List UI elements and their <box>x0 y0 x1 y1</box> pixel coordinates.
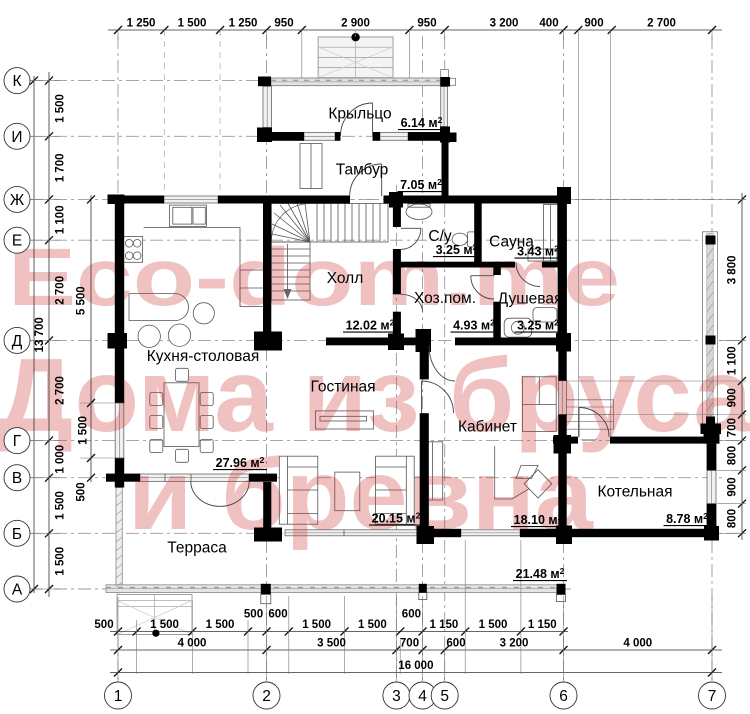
svg-text:1 100: 1 100 <box>55 205 67 234</box>
svg-text:3 200: 3 200 <box>490 18 519 30</box>
svg-text:3 500: 3 500 <box>317 638 346 650</box>
svg-text:3: 3 <box>392 688 401 705</box>
svg-text:500: 500 <box>76 482 88 501</box>
svg-text:6: 6 <box>559 688 568 705</box>
svg-text:900: 900 <box>727 388 739 407</box>
svg-text:12.02 м2: 12.02 м2 <box>346 318 395 333</box>
svg-text:18.10 м2: 18.10 м2 <box>514 512 563 527</box>
svg-text:1 700: 1 700 <box>55 154 67 183</box>
svg-text:Гостиная: Гостиная <box>310 379 375 396</box>
svg-text:500: 500 <box>244 609 263 621</box>
svg-text:5: 5 <box>440 688 449 705</box>
svg-text:600: 600 <box>446 638 465 650</box>
svg-text:500: 500 <box>94 619 113 631</box>
svg-text:1: 1 <box>114 688 123 705</box>
svg-text:900: 900 <box>727 477 739 496</box>
svg-text:600: 600 <box>402 609 421 621</box>
svg-text:800: 800 <box>727 446 739 465</box>
svg-text:20.15 м2: 20.15 м2 <box>372 511 421 526</box>
svg-text:6.14 м2: 6.14 м2 <box>401 115 443 130</box>
svg-text:4 000: 4 000 <box>178 638 207 650</box>
svg-text:8.78 м2: 8.78 м2 <box>666 511 708 526</box>
svg-text:1 500: 1 500 <box>479 619 508 631</box>
svg-text:900: 900 <box>584 18 603 30</box>
svg-text:К: К <box>12 73 21 90</box>
svg-text:13 700: 13 700 <box>34 317 46 352</box>
svg-text:Холл: Холл <box>327 270 364 287</box>
svg-text:1 500: 1 500 <box>178 18 207 30</box>
svg-text:2 700: 2 700 <box>55 376 67 405</box>
svg-text:Eco-dom.me: Eco-dom.me <box>8 232 620 323</box>
svg-text:4.93 м2: 4.93 м2 <box>453 318 495 333</box>
svg-text:А: А <box>12 582 23 599</box>
svg-text:Ж: Ж <box>10 192 25 209</box>
svg-text:Сауна: Сауна <box>489 234 534 251</box>
svg-text:Дома из бруса: Дома из бруса <box>0 338 750 454</box>
svg-text:Хоз.пом.: Хоз.пом. <box>414 290 476 307</box>
svg-text:21.48 м2: 21.48 м2 <box>516 566 565 581</box>
svg-text:3.25 м2: 3.25 м2 <box>436 242 478 257</box>
svg-text:1 500: 1 500 <box>55 547 67 576</box>
svg-text:950: 950 <box>274 18 293 30</box>
svg-text:5 500: 5 500 <box>76 286 88 315</box>
svg-text:Д: Д <box>12 333 23 350</box>
svg-text:950: 950 <box>417 18 436 30</box>
svg-text:700: 700 <box>400 638 419 650</box>
svg-text:7.05 м2: 7.05 м2 <box>400 177 442 192</box>
svg-text:Котельная: Котельная <box>597 484 672 501</box>
svg-text:И: И <box>11 129 22 146</box>
svg-text:2: 2 <box>262 688 271 705</box>
svg-text:3.25 м2: 3.25 м2 <box>517 318 559 333</box>
svg-text:Кухня-столовая: Кухня-столовая <box>147 348 260 365</box>
svg-text:С/у: С/у <box>428 228 452 245</box>
svg-text:1 500: 1 500 <box>55 94 67 123</box>
svg-text:1 500: 1 500 <box>206 619 235 631</box>
svg-text:1 250: 1 250 <box>229 18 258 30</box>
svg-text:4 000: 4 000 <box>623 638 652 650</box>
svg-text:1 500: 1 500 <box>78 416 90 445</box>
svg-text:3 800: 3 800 <box>727 256 739 285</box>
svg-text:Тамбур: Тамбур <box>336 162 389 179</box>
svg-text:4: 4 <box>418 688 427 705</box>
svg-text:700: 700 <box>727 418 739 437</box>
svg-text:2 700: 2 700 <box>647 18 676 30</box>
svg-text:2 700: 2 700 <box>55 276 67 305</box>
svg-text:1 150: 1 150 <box>430 619 459 631</box>
svg-text:400: 400 <box>539 18 558 30</box>
svg-text:Крыльцо: Крыльцо <box>328 106 391 123</box>
svg-text:1 500: 1 500 <box>302 619 331 631</box>
svg-text:1 100: 1 100 <box>727 346 739 375</box>
svg-text:Е: Е <box>12 233 22 250</box>
svg-text:Г: Г <box>13 433 22 450</box>
svg-text:2 900: 2 900 <box>341 18 370 30</box>
svg-text:Б: Б <box>12 526 22 543</box>
svg-text:3 200: 3 200 <box>500 638 529 650</box>
svg-text:1 500: 1 500 <box>55 491 67 520</box>
svg-text:1 150: 1 150 <box>528 619 557 631</box>
svg-text:1 000: 1 000 <box>55 445 67 474</box>
svg-text:Кабинет: Кабинет <box>458 419 517 436</box>
svg-text:1 500: 1 500 <box>358 619 387 631</box>
svg-text:Терраса: Терраса <box>167 540 227 557</box>
svg-text:16 000: 16 000 <box>398 660 433 672</box>
svg-text:1 250: 1 250 <box>127 18 156 30</box>
svg-text:и бревна: и бревна <box>128 439 594 551</box>
svg-text:В: В <box>12 470 22 487</box>
svg-text:Душевая: Душевая <box>498 291 563 308</box>
svg-text:3.43 м2: 3.43 м2 <box>517 244 559 259</box>
svg-text:1 500: 1 500 <box>150 619 179 631</box>
svg-text:27.96 м2: 27.96 м2 <box>216 455 265 470</box>
svg-text:800: 800 <box>727 509 739 528</box>
svg-text:600: 600 <box>268 609 287 621</box>
svg-text:7: 7 <box>708 688 717 705</box>
